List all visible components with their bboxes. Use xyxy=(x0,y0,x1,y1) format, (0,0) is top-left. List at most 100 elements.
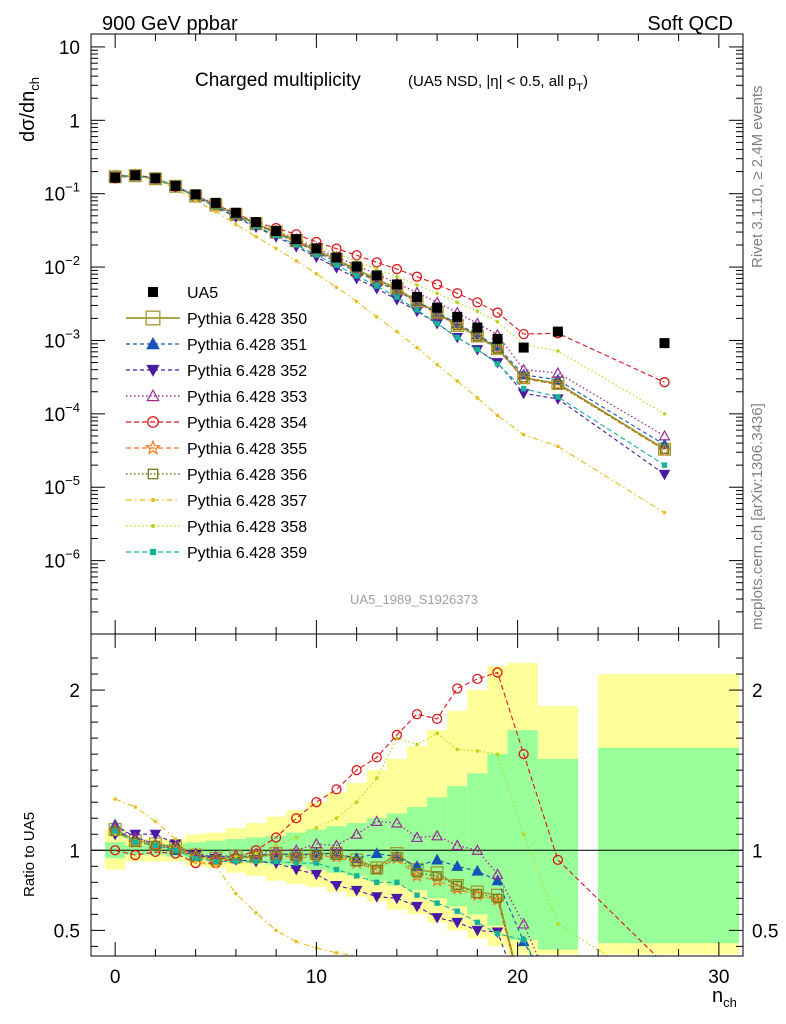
marker xyxy=(659,338,670,349)
marker xyxy=(371,270,382,281)
marker xyxy=(517,917,530,929)
marker xyxy=(354,299,359,304)
marker xyxy=(372,864,382,875)
marker xyxy=(492,667,503,678)
marker xyxy=(371,257,382,268)
y-tick-base: 10 xyxy=(44,552,65,573)
marker xyxy=(251,217,262,228)
marker xyxy=(431,913,443,924)
marker xyxy=(149,548,157,556)
marker xyxy=(172,847,179,853)
marker xyxy=(254,234,258,239)
marker xyxy=(662,412,667,416)
marker xyxy=(662,510,667,515)
main-series-group xyxy=(108,168,672,515)
marker xyxy=(472,673,483,685)
marker xyxy=(132,839,138,845)
x-tick-label: 0 xyxy=(110,967,121,988)
legend-entry: Pythia 6.428 353 xyxy=(126,388,307,406)
marker xyxy=(415,283,419,287)
marker xyxy=(411,708,423,720)
y-tick-label-main: 10 xyxy=(59,38,80,59)
marker xyxy=(555,394,561,400)
marker xyxy=(412,292,422,303)
marker xyxy=(354,800,359,805)
marker xyxy=(293,860,299,866)
y-tick-base: 10 xyxy=(44,405,65,426)
marker xyxy=(452,683,463,694)
marker xyxy=(334,285,339,290)
marker xyxy=(471,844,484,855)
marker xyxy=(658,429,671,441)
y-tick-base: 10 xyxy=(44,478,65,499)
marker xyxy=(270,844,283,855)
marker xyxy=(271,226,282,237)
marker xyxy=(130,170,141,181)
marker xyxy=(150,523,156,529)
y-tick-label-ratio-right: 0.5 xyxy=(752,921,778,942)
marker xyxy=(370,815,383,826)
legend-label: UA5 xyxy=(187,285,218,302)
marker xyxy=(521,832,526,837)
y-tick-label-main: 10−3 xyxy=(44,326,80,352)
marker xyxy=(390,816,403,828)
marker xyxy=(311,797,322,808)
legend-entry: Pythia 6.428 359 xyxy=(126,545,307,562)
marker xyxy=(659,444,670,454)
marker xyxy=(435,362,439,367)
marker xyxy=(471,328,484,340)
marker xyxy=(394,879,400,886)
legend-entry: Pythia 6.428 356 xyxy=(126,467,307,484)
marker xyxy=(350,885,363,897)
marker xyxy=(551,366,564,378)
marker xyxy=(149,829,162,841)
legend-label: Pythia 6.428 358 xyxy=(187,519,307,536)
ratio-plot-frame xyxy=(90,633,744,957)
series-line-ratio xyxy=(114,830,513,956)
marker xyxy=(314,826,319,830)
marker xyxy=(411,271,423,282)
marker xyxy=(556,444,560,449)
y-tick-exponent: −6 xyxy=(65,547,80,562)
marker xyxy=(273,858,279,865)
marker xyxy=(552,854,564,866)
y-axis-label-main-text: dσ/dn xyxy=(17,91,39,142)
marker xyxy=(274,843,278,848)
marker xyxy=(374,315,379,319)
marker xyxy=(313,860,320,866)
marker xyxy=(144,439,162,455)
marker xyxy=(331,252,342,263)
legend-label: Pythia 6.428 356 xyxy=(187,467,307,484)
legend-label: Pythia 6.428 355 xyxy=(187,441,307,458)
legend-entry: Pythia 6.428 354 xyxy=(126,415,307,432)
marker xyxy=(520,386,527,392)
marker xyxy=(294,939,299,944)
marker xyxy=(431,829,444,841)
marker xyxy=(193,198,198,203)
legend: UA5 Pythia 6.428 350 Pythia 6.428 351 Pythi… xyxy=(126,285,307,562)
marker xyxy=(371,752,382,763)
legend-label: Pythia 6.428 350 xyxy=(187,311,307,328)
chart-title-suffix-end: ) xyxy=(583,73,588,90)
chart-title-suffix-text: (UA5 NSD, |η| < 0.5, all p xyxy=(408,73,576,90)
y-tick-base: 10 xyxy=(44,331,65,352)
y-tick-label-ratio: 0.5 xyxy=(54,921,80,942)
marker xyxy=(471,864,484,876)
marker xyxy=(351,856,362,867)
marker xyxy=(472,888,483,899)
y-axis-label-ratio: Ratio to UA5 xyxy=(21,812,38,897)
marker xyxy=(475,309,480,314)
marker xyxy=(129,829,142,841)
marker xyxy=(353,873,360,879)
marker xyxy=(192,855,199,861)
x-tick-label: 20 xyxy=(507,967,528,988)
marker xyxy=(394,294,400,300)
marker xyxy=(109,845,121,856)
chart-title-main: Charged multiplicity xyxy=(195,70,361,91)
marker xyxy=(190,189,201,200)
marker xyxy=(492,307,503,318)
marker xyxy=(253,858,259,865)
marker xyxy=(146,336,160,350)
side-label-mcplots: mcplots.cern.ch [arXiv:1306.3436] xyxy=(749,403,766,630)
marker xyxy=(146,364,160,377)
